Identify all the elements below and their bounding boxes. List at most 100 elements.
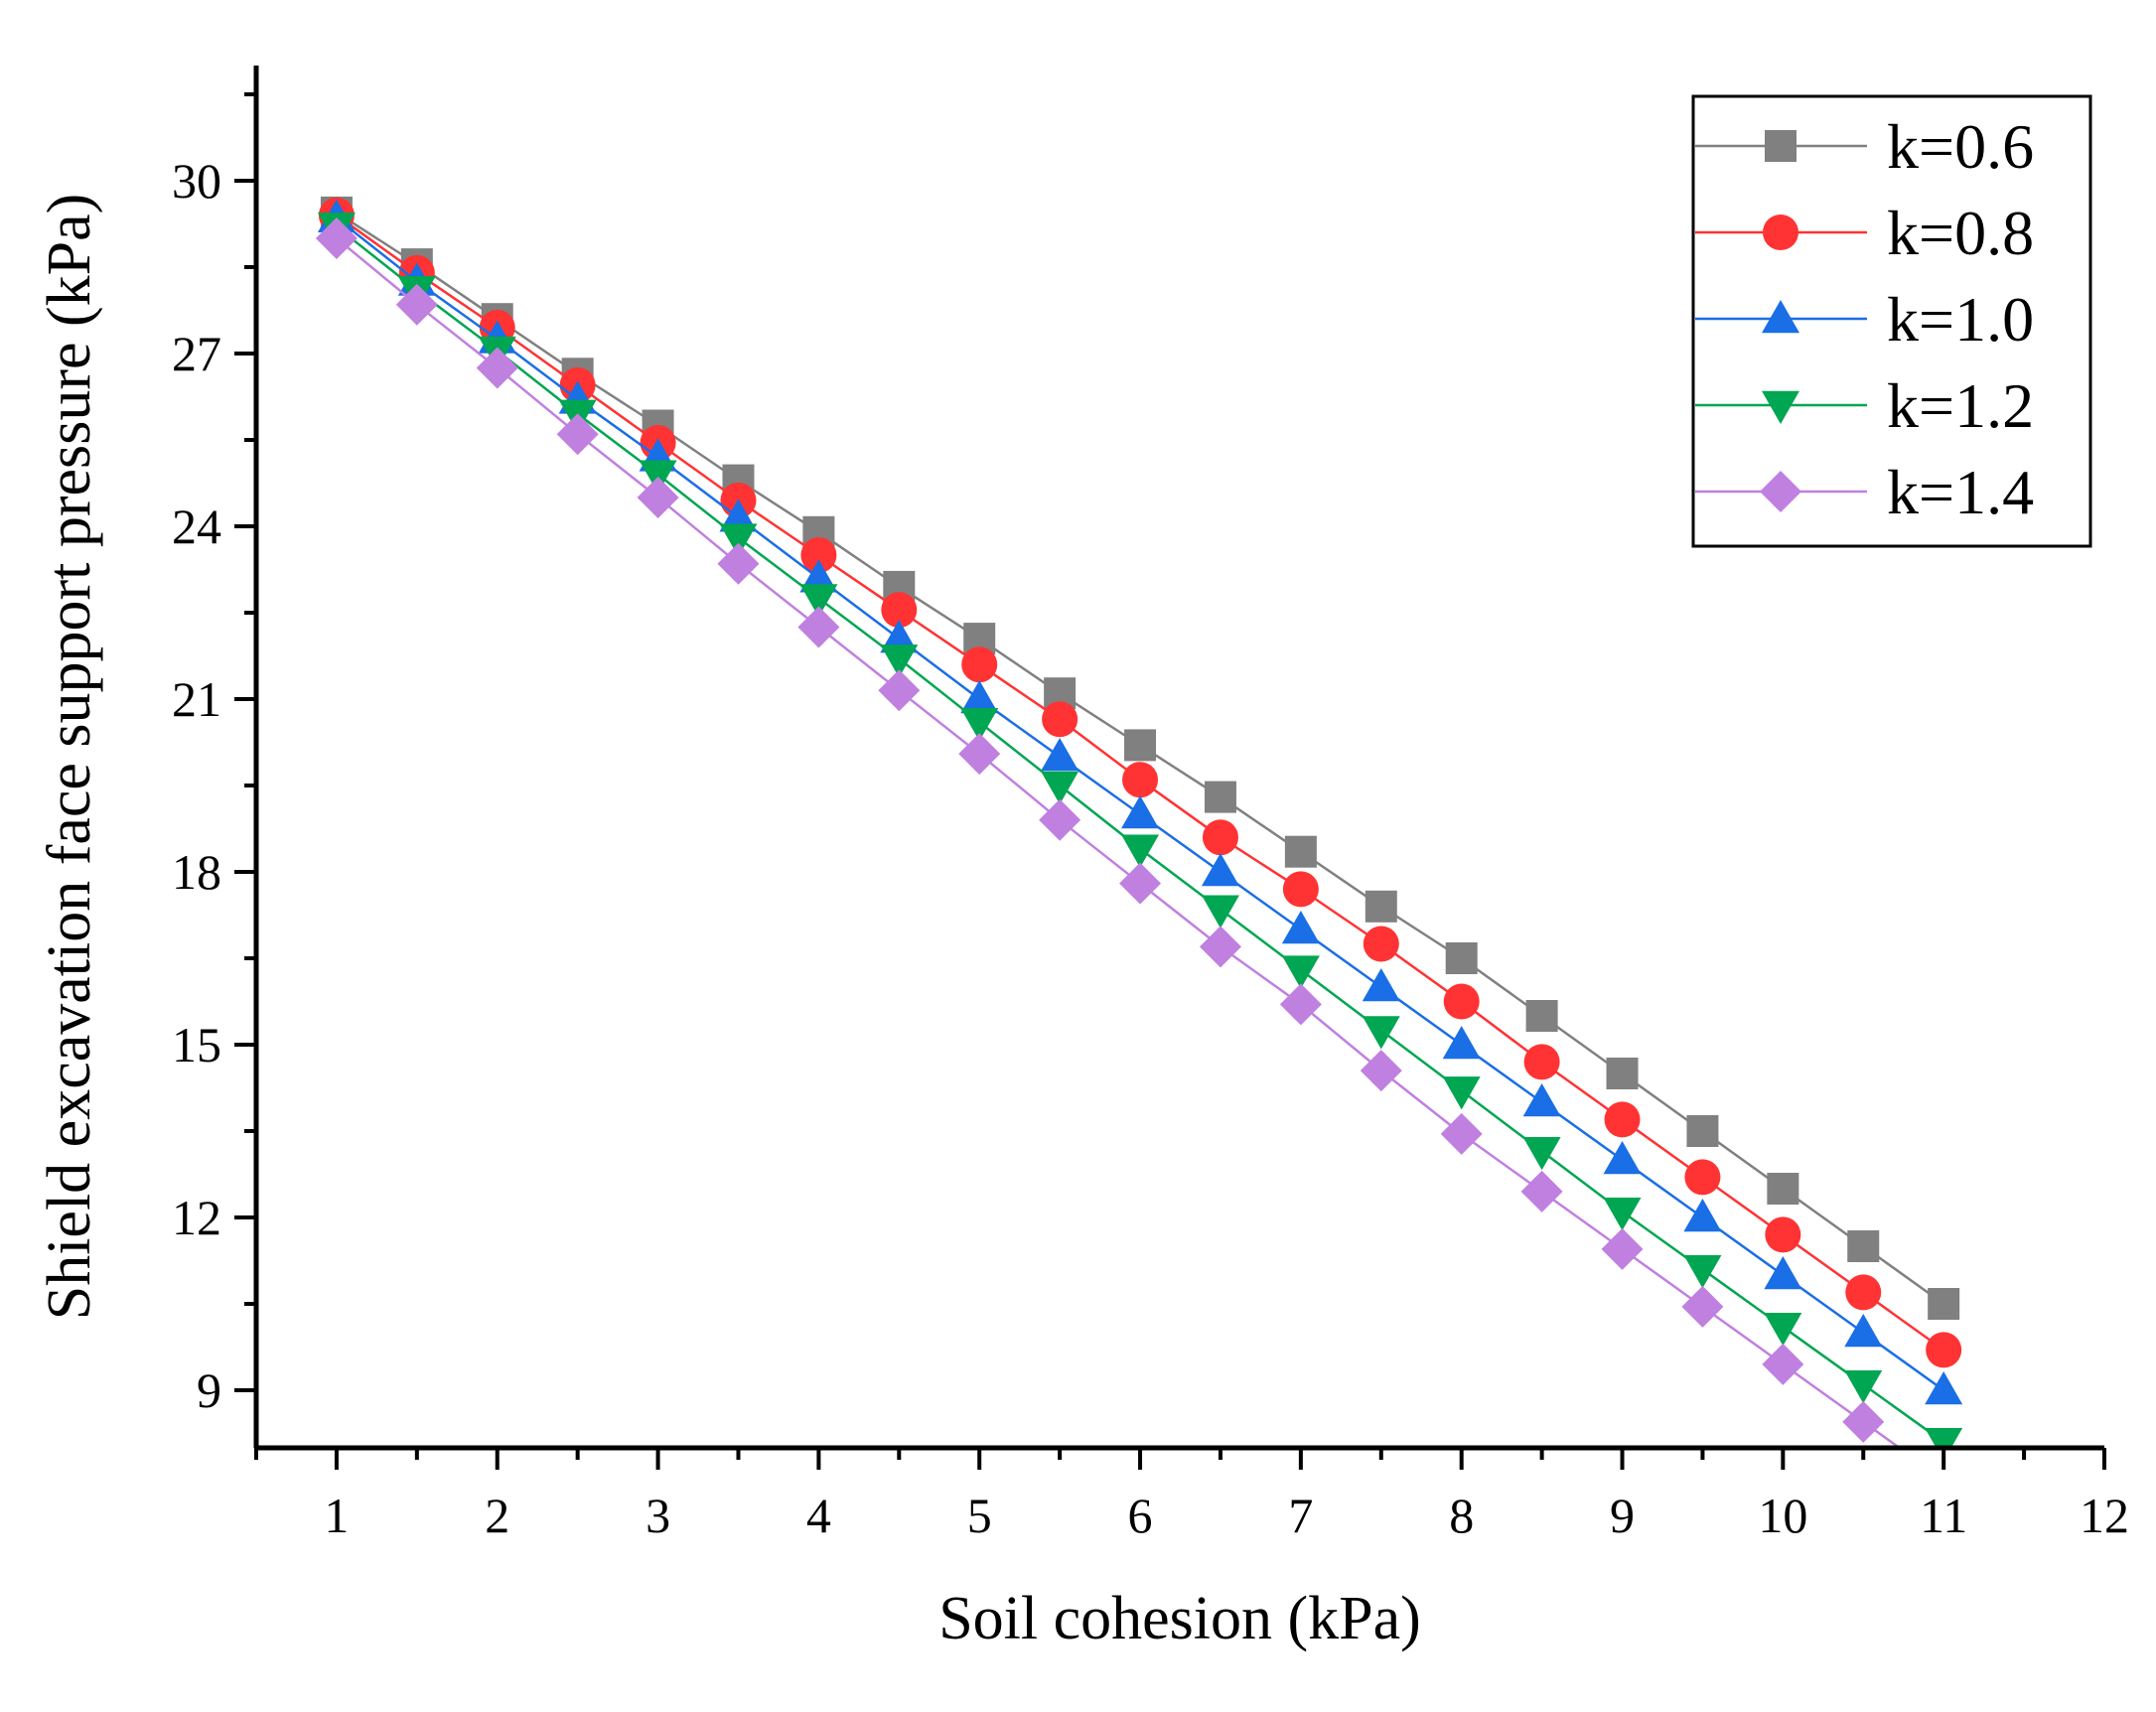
data-point [799, 584, 838, 618]
data-point [958, 733, 1001, 776]
data-point [1928, 1288, 1960, 1320]
data-point [1121, 795, 1160, 829]
data-point [1601, 1227, 1644, 1270]
data-point [1606, 1058, 1639, 1089]
data-point [960, 707, 999, 742]
data-point [637, 477, 679, 518]
data-point [1362, 968, 1400, 1002]
data-point [1844, 1314, 1883, 1348]
y-tick-label: 27 [172, 326, 221, 381]
x-tick-label: 8 [1449, 1488, 1474, 1543]
data-point [1522, 1083, 1561, 1117]
data-point [1039, 798, 1081, 841]
data-point [1523, 1044, 1560, 1080]
data-point [1525, 1000, 1558, 1032]
data-point [880, 620, 919, 653]
data-point [881, 592, 918, 629]
x-tick-label: 7 [1288, 1488, 1313, 1543]
x-tick-label: 12 [2080, 1488, 2129, 1543]
data-point [1122, 762, 1159, 798]
x-axis-title: Soil cohesion (kPa) [938, 1585, 1421, 1652]
x-tick-label: 6 [1128, 1488, 1153, 1543]
data-point [799, 559, 838, 593]
legend-item: k=1.2 [1695, 370, 2034, 441]
data-point [1683, 1199, 1722, 1232]
data-point [1684, 1159, 1721, 1196]
legend-label: k=0.8 [1887, 198, 2034, 268]
data-point [878, 669, 921, 712]
data-point [1440, 1112, 1483, 1155]
data-point [1764, 1256, 1802, 1290]
data-point [1445, 942, 1478, 974]
data-point [1284, 835, 1317, 868]
data-point [1604, 1101, 1641, 1138]
data-point [1925, 1371, 1963, 1405]
legend-marker [1765, 130, 1797, 162]
data-point [556, 413, 599, 456]
legend: k=0.6 k=0.8 k=1.0 k=1.2 k=1.4 [1691, 94, 2092, 548]
data-point [1362, 1016, 1400, 1050]
data-point [1201, 895, 1239, 928]
data-point [1603, 1141, 1642, 1175]
data-point [719, 523, 758, 557]
data-point [961, 646, 998, 683]
y-tick-label: 21 [172, 671, 221, 727]
data-point [1681, 1285, 1724, 1328]
x-tick-label: 2 [485, 1488, 509, 1543]
data-point [1764, 1312, 1802, 1347]
data-point [1282, 871, 1319, 908]
y-tick-label: 30 [172, 153, 221, 209]
data-point [1204, 781, 1236, 813]
legend-label: k=1.4 [1887, 457, 2034, 527]
data-point [1360, 1050, 1402, 1092]
data-point [1121, 834, 1160, 868]
data-point [1765, 1216, 1801, 1253]
legend-label: k=1.2 [1887, 370, 2034, 441]
legend-marker [1762, 300, 1799, 334]
data-point [1041, 771, 1079, 804]
y-axis-title: Shield excavation face support pressure … [36, 194, 103, 1321]
data-point [1124, 729, 1157, 762]
data-point [1443, 983, 1480, 1020]
legend-marker [1760, 471, 1801, 512]
data-point [1683, 1254, 1722, 1289]
data-point [1442, 1076, 1481, 1110]
data-point [476, 347, 518, 389]
x-tick-label: 1 [324, 1488, 349, 1543]
data-point [1847, 1230, 1880, 1262]
data-point [1199, 926, 1241, 968]
data-point [1842, 1400, 1885, 1443]
data-point [800, 537, 837, 573]
data-point [1365, 890, 1397, 923]
data-point [395, 283, 438, 326]
y-tick-label: 12 [172, 1190, 221, 1245]
data-point [1442, 1026, 1481, 1060]
y-tick-label: 15 [172, 1017, 221, 1072]
data-point [1279, 983, 1322, 1026]
data-point [315, 217, 358, 259]
data-point [1041, 738, 1079, 772]
data-point [1520, 1170, 1563, 1213]
data-point [1363, 926, 1399, 962]
x-tick-label: 10 [1758, 1488, 1807, 1543]
data-point [1119, 862, 1162, 905]
data-point [1201, 853, 1239, 887]
data-point [1925, 1427, 1963, 1448]
data-point [1926, 1332, 1962, 1368]
x-tick-label: 11 [1920, 1488, 1967, 1543]
data-point [1767, 1173, 1799, 1205]
y-tick-label: 9 [197, 1362, 221, 1418]
legend-item: k=0.8 [1695, 198, 2034, 268]
data-point [1686, 1115, 1719, 1147]
data-point [1281, 955, 1320, 989]
legend-item: k=1.4 [1695, 457, 2034, 527]
x-tick-label: 3 [646, 1488, 670, 1543]
data-point [719, 499, 758, 532]
legend-label: k=1.0 [1887, 284, 2034, 355]
data-point [1522, 1137, 1561, 1171]
legend-box [1691, 94, 2092, 548]
data-point [1603, 1197, 1642, 1231]
